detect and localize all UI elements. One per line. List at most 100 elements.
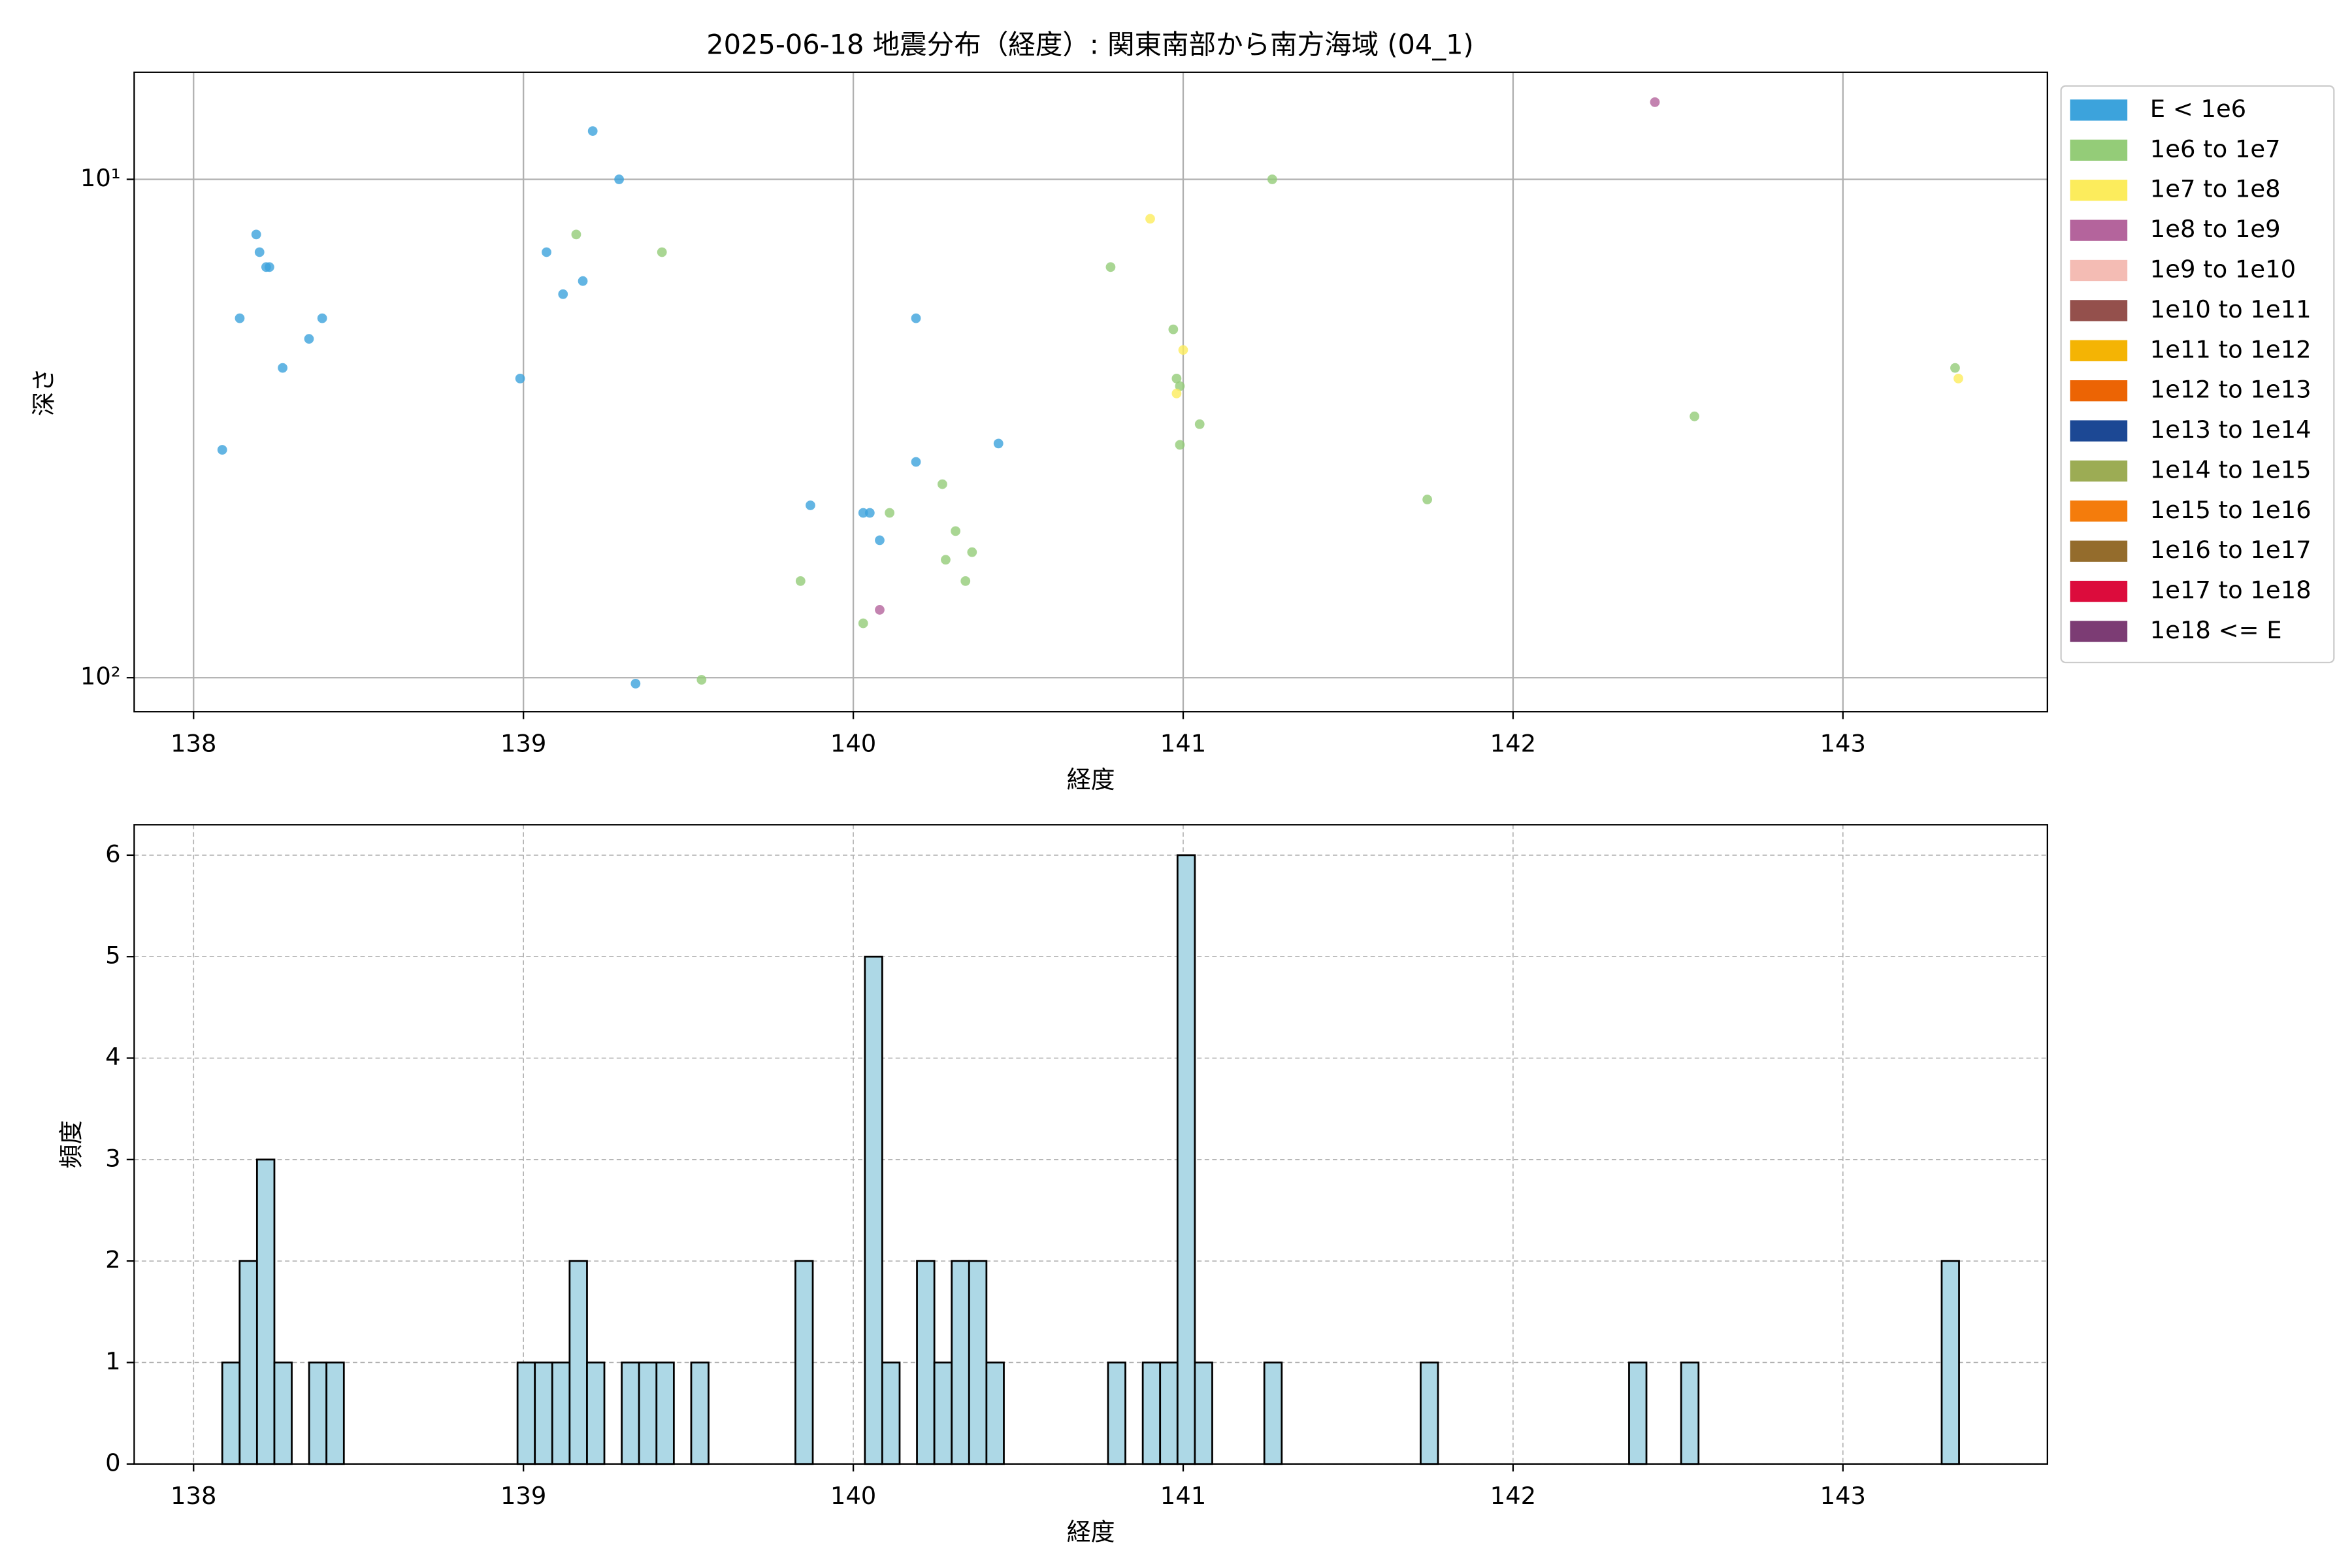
histogram-bar bbox=[1107, 1362, 1126, 1465]
legend-label: 1e15 to 1e16 bbox=[2150, 496, 2311, 524]
histogram-bar bbox=[1680, 1362, 1700, 1465]
scatter-point bbox=[1422, 495, 1433, 504]
scatter-point bbox=[1178, 345, 1188, 355]
scatter-point bbox=[1105, 262, 1116, 272]
histogram-bar bbox=[1263, 1362, 1283, 1465]
histogram-bar bbox=[273, 1362, 293, 1465]
scatter-point bbox=[1168, 324, 1179, 335]
y-tick-label: 4 bbox=[105, 1043, 120, 1071]
histogram-bar bbox=[985, 1362, 1005, 1465]
histogram-bar bbox=[621, 1362, 640, 1465]
legend-swatch bbox=[2070, 220, 2128, 241]
scatter-point bbox=[1171, 373, 1182, 384]
legend-swatch bbox=[2070, 180, 2128, 201]
legend-label: 1e14 to 1e15 bbox=[2150, 455, 2311, 483]
scatter-point bbox=[960, 576, 971, 586]
scatter-point bbox=[251, 229, 261, 240]
scatter-point bbox=[317, 313, 327, 323]
x-tick-label: 140 bbox=[830, 730, 876, 758]
scatter-point bbox=[858, 618, 868, 629]
scatter-point bbox=[1267, 174, 1277, 184]
scatter-point bbox=[542, 247, 551, 257]
legend-swatch bbox=[2070, 500, 2128, 522]
legend-label: 1e11 to 1e12 bbox=[2150, 335, 2311, 363]
scatter-point bbox=[885, 508, 895, 518]
y-tick-label: 2 bbox=[105, 1246, 120, 1274]
legend-label: 1e10 to 1e11 bbox=[2150, 295, 2311, 323]
y-tick-label: 0 bbox=[105, 1448, 120, 1477]
scatter-point bbox=[235, 313, 245, 323]
x-tick-label: 138 bbox=[171, 730, 216, 758]
scatter-point bbox=[911, 457, 921, 467]
histogram-bar bbox=[1628, 1362, 1648, 1465]
axes-frame bbox=[133, 71, 2048, 713]
y-tick-label: 10¹ bbox=[80, 164, 121, 192]
scatter-point bbox=[278, 363, 287, 373]
scatter-point bbox=[1145, 214, 1155, 224]
legend-label: 1e12 to 1e13 bbox=[2150, 376, 2311, 404]
scatter-point bbox=[1953, 373, 1963, 384]
scatter-point bbox=[265, 262, 274, 272]
scatter-point bbox=[558, 289, 568, 299]
legend-swatch bbox=[2070, 99, 2128, 121]
histogram-bar bbox=[1176, 854, 1196, 1465]
scatter-point bbox=[657, 247, 667, 257]
histogram-bar bbox=[1420, 1362, 1439, 1465]
legend-swatch bbox=[2070, 621, 2128, 642]
histogram-bar bbox=[881, 1362, 901, 1465]
x-tick-label: 143 bbox=[1820, 730, 1866, 758]
y-tick-label: 3 bbox=[105, 1144, 120, 1172]
scatter-point bbox=[993, 438, 1004, 449]
histogram-bar bbox=[951, 1260, 970, 1465]
scatter-point bbox=[967, 547, 977, 557]
y-tick-label: 5 bbox=[105, 941, 120, 970]
scatter-point bbox=[875, 535, 885, 546]
y-axis-label: 頻度 bbox=[57, 1120, 85, 1169]
y-axis-label: 深さ bbox=[30, 368, 58, 416]
histogram-bar bbox=[516, 1362, 536, 1465]
scatter-point bbox=[1950, 363, 1960, 373]
scatter-point bbox=[304, 334, 314, 344]
y-tick-label: 10² bbox=[80, 662, 121, 691]
histogram-bar bbox=[794, 1260, 814, 1465]
legend-label: 1e9 to 1e10 bbox=[2150, 255, 2296, 283]
scatter-point bbox=[1690, 411, 1699, 421]
scatter-point bbox=[795, 576, 806, 586]
y-tick-label: 6 bbox=[105, 840, 120, 868]
histogram-bar bbox=[568, 1260, 588, 1465]
histogram-bar bbox=[933, 1362, 953, 1465]
scatter-point bbox=[614, 174, 624, 184]
histogram-bar bbox=[551, 1362, 571, 1465]
legend-swatch bbox=[2070, 540, 2128, 562]
plot-area bbox=[221, 854, 1960, 1465]
scatter-point bbox=[587, 126, 598, 136]
legend-swatch bbox=[2070, 420, 2128, 442]
legend-label: 1e7 to 1e8 bbox=[2150, 175, 2281, 203]
scatter-point bbox=[1175, 440, 1185, 450]
histogram-bar bbox=[586, 1362, 606, 1465]
scatter-point bbox=[864, 508, 875, 518]
histogram-bar bbox=[325, 1362, 345, 1465]
histogram-bar bbox=[968, 1260, 988, 1465]
legend-swatch bbox=[2070, 300, 2128, 321]
legend-label: 1e17 to 1e18 bbox=[2150, 576, 2311, 604]
chart-title: 2025-06-18 地震分布（経度）: 関東南部から南方海域 (04_1) bbox=[706, 29, 1474, 61]
scatter-point bbox=[630, 678, 641, 689]
x-tick-label: 143 bbox=[1820, 1482, 1866, 1510]
scatter-point bbox=[1650, 97, 1660, 107]
scatter-point bbox=[875, 605, 885, 615]
x-tick-label: 142 bbox=[1490, 730, 1536, 758]
x-tick-label: 139 bbox=[500, 1482, 546, 1510]
histogram-bar bbox=[1141, 1362, 1162, 1465]
legend-swatch bbox=[2070, 340, 2128, 361]
x-tick-label: 138 bbox=[171, 1482, 216, 1510]
histogram-bar bbox=[1194, 1362, 1213, 1465]
scatter-point bbox=[696, 675, 707, 685]
scatter-point bbox=[806, 500, 815, 510]
legend-swatch bbox=[2070, 259, 2128, 282]
legend-swatch bbox=[2070, 580, 2128, 602]
y-tick-label: 1 bbox=[105, 1347, 120, 1375]
